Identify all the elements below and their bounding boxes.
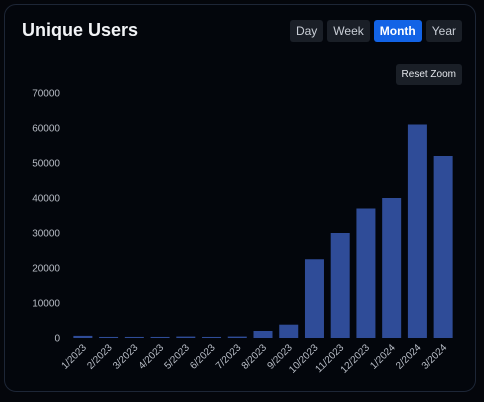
bar-5/2023[interactable]: [176, 336, 196, 338]
y-tick-label: 60000: [32, 124, 60, 135]
x-tick-label: 2/2023: [85, 342, 115, 372]
x-tick-label: 1/2023: [60, 342, 90, 372]
bar-1/2023[interactable]: [73, 335, 93, 338]
y-tick-label: 70000: [32, 89, 60, 100]
bar-3/2024[interactable]: [433, 156, 453, 338]
reset-zoom-button[interactable]: Reset Zoom: [395, 64, 462, 85]
bar-11/2023[interactable]: [330, 233, 350, 338]
bar-10/2023[interactable]: [304, 259, 324, 338]
bar-12/2023[interactable]: [356, 208, 376, 339]
y-tick-label: 30000: [32, 229, 60, 240]
y-tick-label: 40000: [32, 194, 60, 205]
day-toggle-button[interactable]: Day: [289, 20, 324, 42]
x-tick-label: 6/2023: [188, 342, 218, 372]
bar-2/2024[interactable]: [407, 124, 427, 339]
bar-9/2023[interactable]: [279, 324, 299, 338]
x-tick-label: 2/2024: [394, 342, 424, 372]
x-tick-label: 4/2023: [137, 342, 167, 372]
bar-1/2024[interactable]: [382, 198, 402, 338]
x-tick-label: 1/2024: [368, 342, 398, 372]
x-tick-label: 3/2024: [420, 342, 450, 372]
x-tick-label: 3/2023: [111, 342, 141, 372]
y-tick-label: 20000: [32, 264, 60, 275]
bar-3/2023[interactable]: [124, 336, 144, 338]
bar-7/2023[interactable]: [227, 336, 247, 338]
year-toggle-button[interactable]: Year: [425, 20, 462, 42]
x-tick-label: 12/2023: [339, 342, 373, 376]
month-toggle-button[interactable]: Month: [373, 20, 422, 42]
bar-8/2023[interactable]: [253, 331, 273, 338]
x-tick-label: 5/2023: [163, 342, 193, 372]
bar-2/2023[interactable]: [99, 336, 119, 338]
bar-6/2023[interactable]: [202, 336, 222, 338]
bar-4/2023[interactable]: [150, 336, 170, 338]
week-toggle-button[interactable]: Week: [327, 20, 370, 42]
y-tick-label: 0: [54, 334, 60, 345]
x-tick-label: 7/2023: [214, 342, 244, 372]
y-tick-label: 50000: [32, 159, 60, 170]
period-toggle-group: Day Week Month Year: [289, 20, 462, 42]
y-tick-label: 10000: [32, 299, 60, 310]
card-title: Unique Users: [22, 20, 139, 40]
x-tick-label: 8/2023: [240, 342, 270, 372]
